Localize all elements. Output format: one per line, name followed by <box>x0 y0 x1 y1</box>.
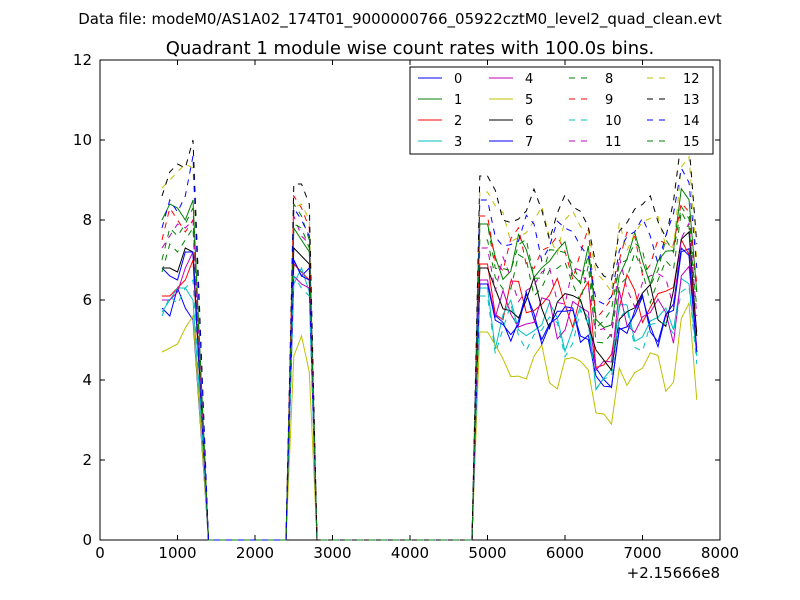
ticks-layer: 0 1000 2000 3000 4000 5000 6000 7000 80000246810… <box>73 51 739 562</box>
legend-label-4: 4 <box>525 72 533 87</box>
legend-label-2: 2 <box>454 114 462 129</box>
figure-suptitle: Data file: modeM0/AS1A02_174T01_90000007… <box>78 10 722 29</box>
x-tick-label: 0 <box>95 544 105 562</box>
legend-label-9: 9 <box>605 93 613 108</box>
x-tick-label: 3000 <box>313 544 351 562</box>
y-tick-label: 8 <box>82 211 92 229</box>
legend-label-12: 12 <box>683 72 700 87</box>
y-tick-label: 10 <box>73 131 92 149</box>
legend-label-13: 13 <box>683 93 700 108</box>
legend-label-8: 8 <box>605 72 613 87</box>
y-tick-label: 0 <box>82 531 92 549</box>
x-tick-label: 8000 <box>701 544 739 562</box>
series-line-12 <box>161 155 698 541</box>
legend-label-0: 0 <box>454 72 462 87</box>
y-tick-label: 6 <box>82 291 92 309</box>
x-tick-label: 4000 <box>391 544 429 562</box>
x-tick-label: 2000 <box>236 544 274 562</box>
x-tick-label: 6000 <box>546 544 584 562</box>
legend-label-14: 14 <box>683 114 700 129</box>
legend-label-6: 6 <box>525 114 533 129</box>
series-line-13 <box>161 139 698 541</box>
legend-label-7: 7 <box>525 135 533 150</box>
data-layer <box>161 139 698 541</box>
y-tick-label: 12 <box>73 51 92 69</box>
y-tick-label: 4 <box>82 371 92 389</box>
legend-label-5: 5 <box>525 93 533 108</box>
legend-label-11: 11 <box>605 135 622 150</box>
chart-title: Quadrant 1 module wise count rates with … <box>166 38 655 59</box>
legend-label-10: 10 <box>605 114 622 129</box>
y-tick-label: 2 <box>82 451 92 469</box>
series-line-15 <box>161 205 698 541</box>
legend-label-1: 1 <box>454 93 462 108</box>
legend-label-3: 3 <box>454 135 462 150</box>
x-tick-label: 7000 <box>623 544 661 562</box>
x-offset-label: +2.15666e8 <box>627 564 720 582</box>
x-tick-label: 5000 <box>468 544 506 562</box>
legend-box <box>409 66 714 155</box>
legend-label-15: 15 <box>683 135 700 150</box>
x-tick-label: 1000 <box>158 544 196 562</box>
